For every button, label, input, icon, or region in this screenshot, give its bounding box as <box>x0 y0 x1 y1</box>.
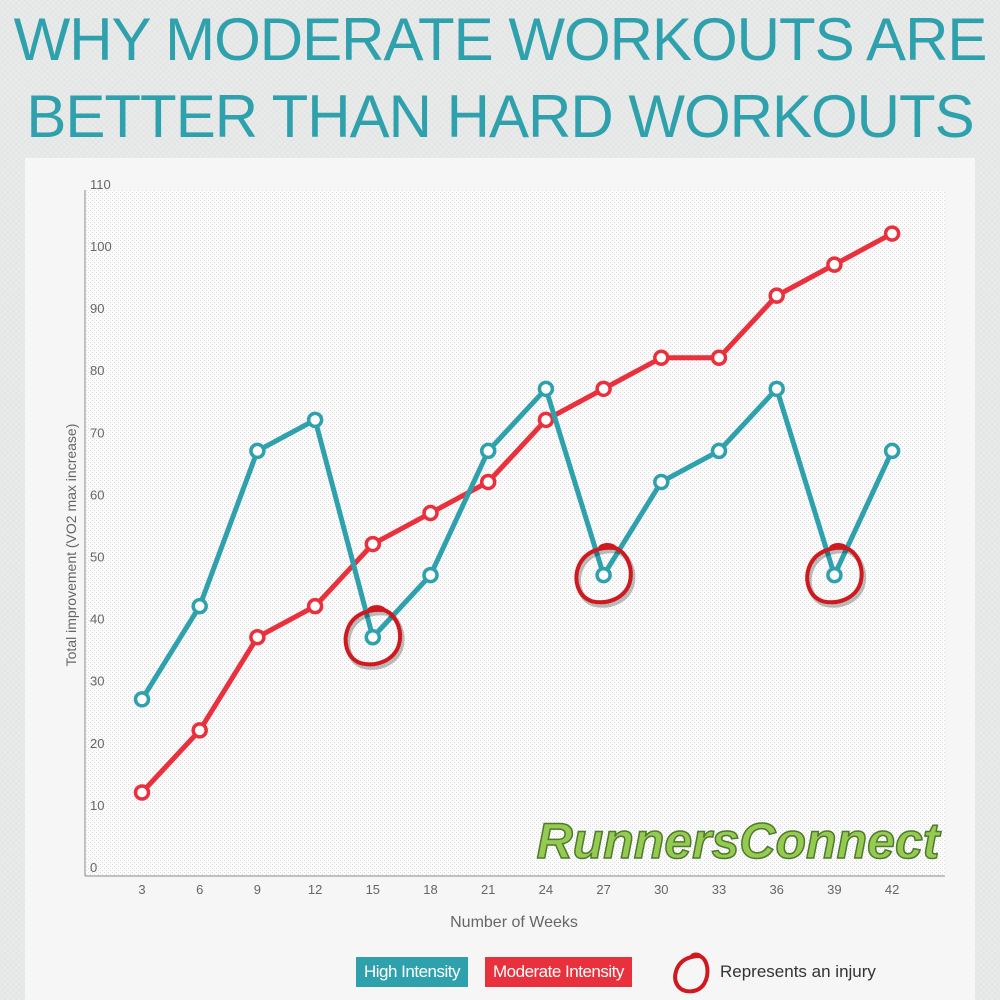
data-point-moderate-intensity <box>133 784 151 801</box>
data-point-high-intensity <box>364 628 382 646</box>
y-tick-label: 100 <box>90 239 112 254</box>
y-tick-label: 60 <box>90 487 104 502</box>
x-tick-label: 15 <box>366 882 380 897</box>
data-point-high-intensity <box>653 473 670 491</box>
data-point-moderate-intensity <box>883 225 901 242</box>
data-point-moderate-intensity <box>479 473 497 491</box>
legend-moderate-intensity: Moderate Intensity <box>485 957 632 987</box>
data-point-high-intensity <box>306 411 324 429</box>
x-tick-label: 42 <box>885 882 899 897</box>
injury-marker <box>805 543 867 608</box>
data-point-moderate-intensity <box>595 380 612 398</box>
y-tick-label: 70 <box>90 425 104 440</box>
x-tick-label: 12 <box>308 882 322 897</box>
x-tick-label: 18 <box>423 882 437 897</box>
data-point-high-intensity <box>883 442 901 460</box>
data-point-high-intensity <box>768 380 785 398</box>
data-point-moderate-intensity <box>710 349 728 367</box>
y-tick-label: 30 <box>90 674 104 689</box>
series-line-high-intensity <box>139 386 895 702</box>
x-tick-label: 30 <box>654 882 668 897</box>
x-tick-label: 6 <box>196 882 203 897</box>
data-point-moderate-intensity <box>422 504 439 522</box>
x-axis-label: Number of Weeks <box>450 914 578 931</box>
x-tick-label: 24 <box>539 882 553 897</box>
data-point-high-intensity <box>595 566 612 584</box>
legend-injury-label: Represents an injury <box>720 962 876 981</box>
data-point-moderate-intensity <box>249 628 266 646</box>
series-line-moderate-intensity <box>139 231 895 795</box>
y-tick-label: 110 <box>90 177 111 192</box>
legend-high-intensity: High Intensity <box>356 957 468 987</box>
data-point-high-intensity <box>133 691 151 708</box>
data-point-high-intensity <box>191 597 208 615</box>
injury-ring-icon <box>673 952 710 994</box>
y-tick-label: 40 <box>90 612 104 627</box>
injury-ring <box>343 605 402 667</box>
x-tick-label: 3 <box>138 882 145 897</box>
injury-marker <box>574 543 636 608</box>
plot-area <box>85 190 945 876</box>
injury-ring <box>805 543 864 605</box>
x-tick-label: 33 <box>712 882 726 897</box>
data-point-high-intensity <box>826 566 843 584</box>
y-tick-label: 80 <box>90 363 104 378</box>
data-point-moderate-intensity <box>537 411 555 429</box>
data-point-high-intensity <box>249 442 266 460</box>
y-tick-label: 10 <box>90 798 104 813</box>
data-point-moderate-intensity <box>768 287 785 304</box>
data-point-high-intensity <box>422 566 439 584</box>
chart-title-line-2: BETTER THAN HARD WORKOUTS <box>26 83 974 150</box>
watermark-logo: RunnersConnect <box>537 813 942 869</box>
data-point-moderate-intensity <box>191 722 208 739</box>
injury-marker <box>343 605 405 670</box>
x-tick-label: 36 <box>769 882 783 897</box>
x-tick-label: 9 <box>254 882 261 897</box>
y-tick-label: 50 <box>90 550 104 565</box>
data-point-high-intensity <box>537 380 555 398</box>
y-tick-label: 20 <box>90 736 104 751</box>
y-tick-label: 90 <box>90 301 104 316</box>
data-point-moderate-intensity <box>653 349 670 367</box>
x-tick-label: 21 <box>481 882 495 897</box>
y-tick-label: 0 <box>90 860 97 875</box>
y-axis-label: Total improvement (VO2 max increase) <box>63 424 79 667</box>
injury-ring <box>574 543 633 605</box>
data-point-moderate-intensity <box>306 597 324 615</box>
data-point-high-intensity <box>479 442 497 460</box>
data-point-moderate-intensity <box>826 256 843 273</box>
data-point-high-intensity <box>710 442 728 460</box>
chart-title-line-1: WHY MODERATE WORKOUTS ARE <box>13 6 988 73</box>
x-tick-label: 27 <box>596 882 610 897</box>
x-tick-label: 39 <box>827 882 841 897</box>
data-point-moderate-intensity <box>364 535 382 553</box>
